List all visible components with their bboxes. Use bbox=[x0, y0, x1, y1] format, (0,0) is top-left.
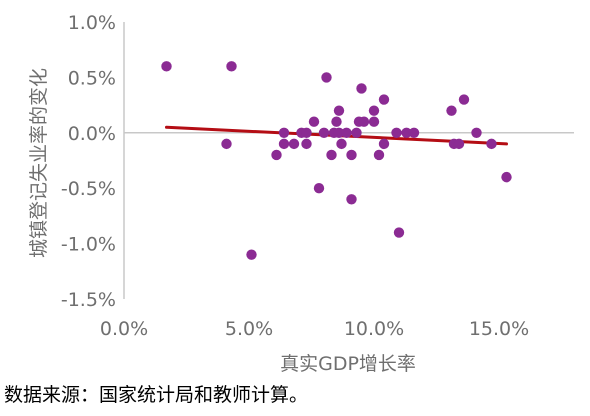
data-point bbox=[486, 138, 497, 150]
y-tick-label: 1.0% bbox=[68, 12, 116, 34]
scatter-chart: 1.0% 0.5% 0.0% -0.5% -1.0% -1.5% 0.0% 5.0% 10.0… bbox=[28, 12, 574, 375]
data-point bbox=[246, 249, 257, 260]
data-point bbox=[346, 194, 357, 205]
y-tick-labels: 1.0% 0.5% 0.0% -0.5% -1.0% -1.5% bbox=[61, 12, 116, 311]
data-point bbox=[313, 183, 325, 194]
data-point bbox=[368, 116, 380, 127]
data-point bbox=[288, 138, 300, 150]
data-point bbox=[226, 61, 237, 72]
y-tick-label: -1.5% bbox=[61, 289, 116, 311]
data-point bbox=[453, 138, 465, 150]
data-point bbox=[321, 72, 332, 83]
x-tick-label: 15.0% bbox=[469, 318, 529, 340]
data-point bbox=[271, 149, 282, 161]
data-point bbox=[331, 116, 342, 127]
data-point bbox=[278, 138, 290, 150]
x-tick-label: 10.0% bbox=[344, 318, 404, 340]
data-point bbox=[401, 127, 412, 138]
data-point bbox=[336, 138, 347, 150]
data-point bbox=[308, 116, 320, 127]
data-point bbox=[391, 127, 402, 138]
data-point bbox=[393, 227, 405, 238]
data-point bbox=[358, 116, 370, 127]
data-point bbox=[333, 105, 345, 116]
data-point bbox=[378, 138, 390, 150]
x-axis-title: 真实GDP增长率 bbox=[280, 353, 416, 375]
data-point bbox=[326, 149, 337, 161]
data-point bbox=[301, 138, 312, 150]
data-point bbox=[378, 94, 390, 105]
data-point bbox=[446, 105, 457, 116]
y-axis-title: 城镇登记失业率的变化 bbox=[28, 68, 50, 258]
x-tick-label: 5.0% bbox=[225, 318, 273, 340]
data-point bbox=[301, 127, 312, 138]
data-points bbox=[161, 61, 512, 260]
data-point bbox=[333, 127, 345, 138]
y-tick-label: -1.0% bbox=[61, 234, 116, 256]
data-point bbox=[408, 127, 420, 138]
data-point bbox=[278, 127, 290, 138]
source-note: 数据来源：国家统计局和教师计算。 bbox=[4, 384, 309, 406]
data-point bbox=[351, 127, 362, 138]
data-point bbox=[341, 127, 352, 138]
data-point bbox=[501, 171, 512, 183]
data-point bbox=[221, 138, 232, 150]
data-point bbox=[471, 127, 482, 138]
y-tick-label: -0.5% bbox=[61, 178, 116, 200]
data-point bbox=[356, 83, 367, 94]
y-tick-label: 0.5% bbox=[68, 67, 116, 89]
data-point bbox=[318, 127, 330, 138]
data-point bbox=[368, 105, 380, 116]
data-point bbox=[346, 149, 357, 161]
data-point bbox=[458, 94, 470, 105]
x-tick-label: 0.0% bbox=[100, 318, 148, 340]
data-point bbox=[161, 61, 172, 72]
x-tick-labels: 0.0% 5.0% 10.0% 15.0% bbox=[100, 318, 529, 340]
y-tick-label: 0.0% bbox=[68, 123, 116, 145]
data-point bbox=[373, 149, 385, 161]
